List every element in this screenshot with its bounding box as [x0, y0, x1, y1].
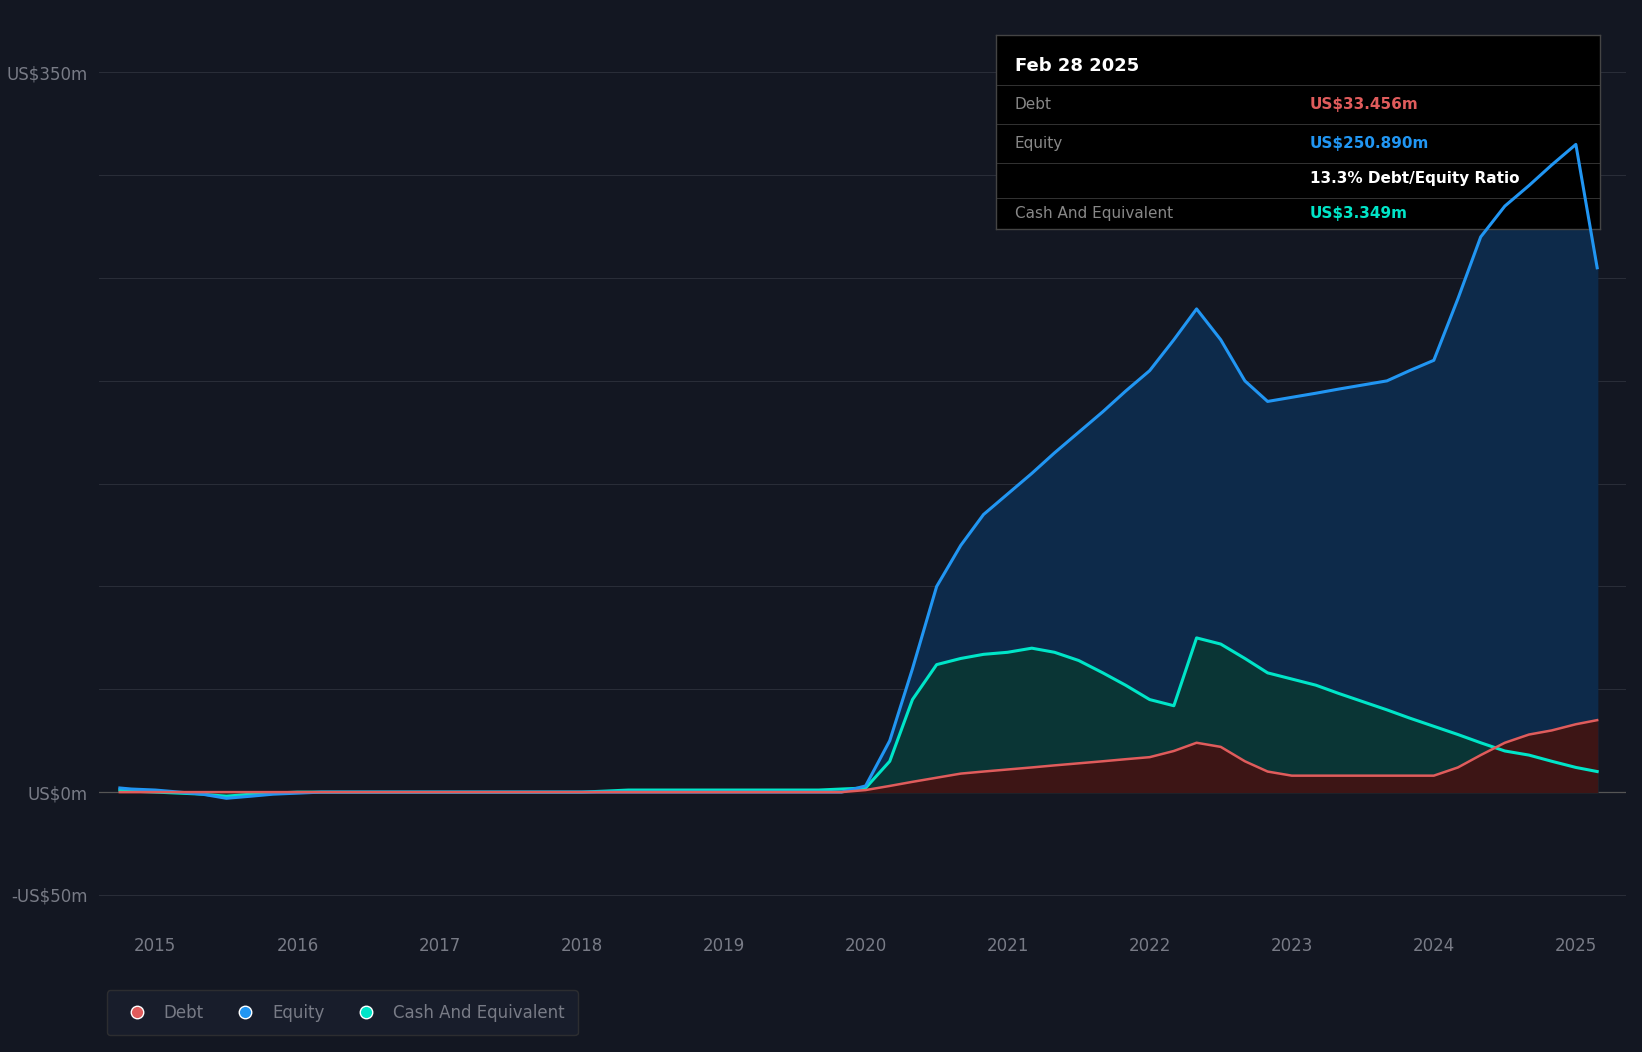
- Legend: Debt, Equity, Cash And Equivalent: Debt, Equity, Cash And Equivalent: [107, 990, 578, 1035]
